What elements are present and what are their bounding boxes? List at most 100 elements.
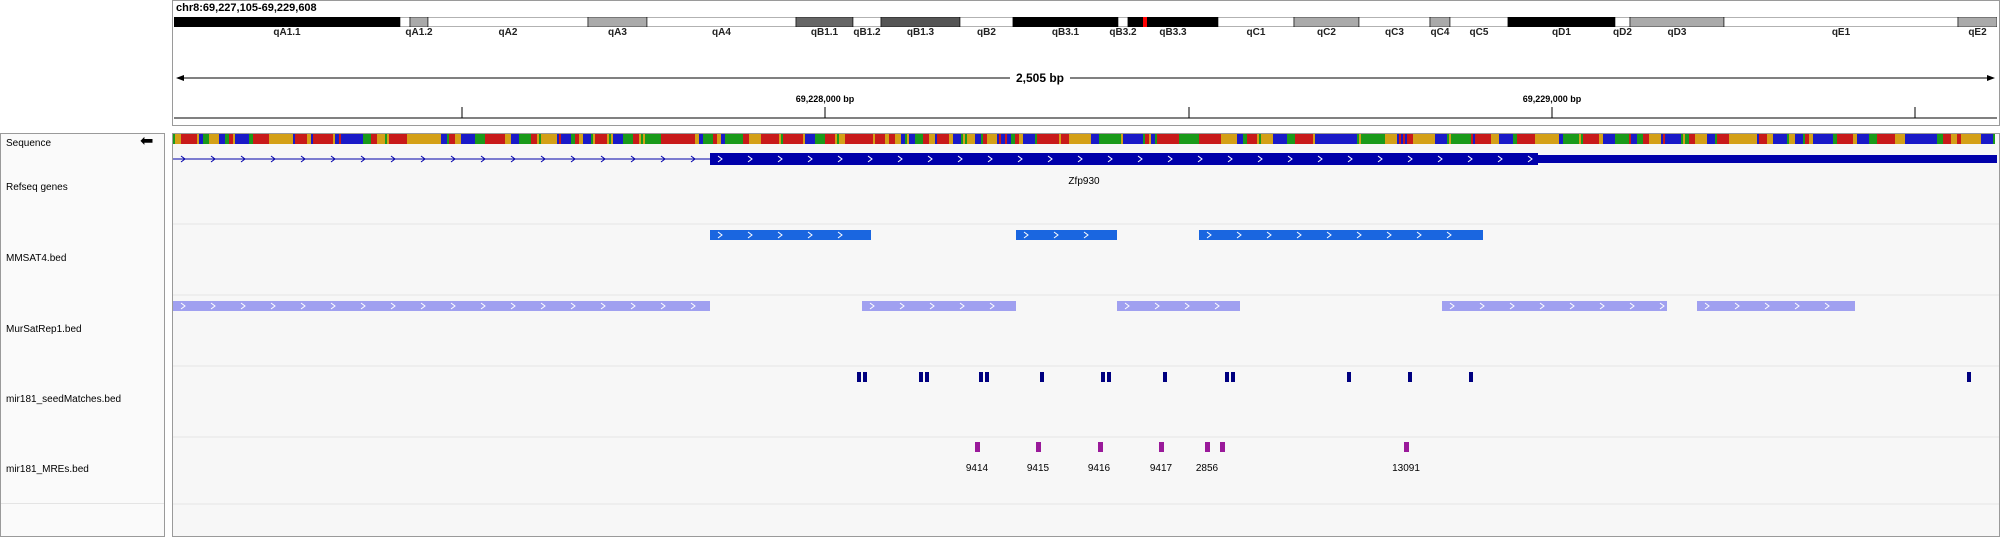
mmsat4-feature[interactable] [1016,230,1117,240]
cytoband[interactable] [1293,17,1360,27]
ruler[interactable] [174,66,1997,126]
cytoband[interactable] [427,17,589,27]
mres-track[interactable] [975,442,1409,452]
mursatrep1-feature[interactable] [1117,301,1240,311]
sequence-base [931,134,933,144]
seed-match-feature[interactable] [1347,372,1351,382]
mre-feature[interactable] [1404,442,1409,452]
sequence-base [1731,134,1733,144]
mre-feature[interactable] [975,442,980,452]
sequence-base [1621,134,1623,144]
mre-feature[interactable] [1159,442,1164,452]
track-name-refseq-genes[interactable]: Refseq genes [6,182,68,193]
seed-match-feature[interactable] [1469,372,1473,382]
seed-match-feature[interactable] [857,372,861,382]
sequence-base [231,134,233,144]
cytoband[interactable] [959,17,1014,27]
cytoband[interactable] [852,17,882,27]
cytoband[interactable] [1629,17,1725,27]
sequence-base [377,134,379,144]
cytoband[interactable] [399,17,411,27]
sequence-base [1607,134,1609,144]
track-name-mmsat4[interactable]: MMSAT4.bed [6,253,67,264]
strand-chevron [989,302,995,310]
sequence-base [285,134,287,144]
mursatrep1-track[interactable] [173,301,1855,311]
refseq-track[interactable] [173,153,1997,165]
seed-match-feature[interactable] [979,372,983,382]
seed-match-feature[interactable] [863,372,867,382]
sequence-base [303,134,305,144]
cytoband[interactable] [174,17,401,27]
cytoband[interactable] [1429,17,1451,27]
seed-matches-track[interactable] [857,372,1971,382]
seed-match-feature[interactable] [919,372,923,382]
mre-feature[interactable] [1036,442,1041,452]
sequence-strand-arrow-icon[interactable]: ⬅ [140,133,154,150]
cytoband[interactable] [1217,17,1295,27]
cytoband[interactable] [1449,17,1509,27]
sequence-base [849,134,851,144]
mmsat4-feature[interactable] [1199,230,1483,240]
mursatrep1-feature[interactable] [1697,301,1855,311]
sequence-base [1891,134,1893,144]
cytoband[interactable] [1012,17,1119,27]
seed-match-feature[interactable] [925,372,929,382]
mre-feature[interactable] [1220,442,1225,452]
track-name-sequence[interactable]: Sequence [6,138,52,149]
track-name-mir181-seed-matches[interactable]: mir181_seedMatches.bed [6,394,122,405]
mmsat4-track[interactable] [710,230,1483,240]
cytoband[interactable] [795,17,854,27]
sequence-base [1897,134,1899,144]
seed-match-feature[interactable] [1225,372,1229,382]
mmsat4-feature[interactable] [710,230,871,240]
sequence-base [1939,134,1941,144]
track-name-mir181-mres[interactable]: mir181_MREs.bed [6,464,89,475]
strand-chevron [1704,302,1710,310]
sequence-base [1503,134,1505,144]
seed-match-feature[interactable] [1163,372,1167,382]
sequence-base [1143,134,1145,144]
cytoband[interactable] [1127,17,1219,27]
cytoband[interactable] [880,17,961,27]
seed-match-feature[interactable] [1101,372,1105,382]
seed-match-feature[interactable] [1107,372,1111,382]
cytoband[interactable] [646,17,797,27]
strand-chevron [1386,231,1392,239]
seed-match-feature[interactable] [1408,372,1412,382]
tracks-canvas[interactable] [173,134,1999,536]
sequence-base [613,134,615,144]
sequence-base [1763,134,1765,144]
strand-chevron [570,302,576,310]
sequence-base [589,134,591,144]
sequence-base [505,134,507,144]
mre-feature[interactable] [1205,442,1210,452]
seed-match-feature[interactable] [1231,372,1235,382]
sequence-base [1451,134,1453,144]
cytoband[interactable] [587,17,648,27]
cytoband[interactable] [1957,17,1997,27]
cytoband[interactable] [1117,17,1129,27]
chromosome-ideogram[interactable] [174,17,1997,27]
sequence-base [1937,134,1939,144]
track-name-mursatrep1[interactable]: MurSatRep1.bed [6,324,82,335]
strand-chevron [270,302,276,310]
cytoband[interactable] [1358,17,1431,27]
gene-exon[interactable] [710,153,1538,165]
gene-utr[interactable] [1538,155,1997,163]
sequence-base [537,134,539,144]
sequence-base [1231,134,1233,144]
cytoband[interactable] [409,17,429,27]
cytoband[interactable] [1614,17,1631,27]
seed-match-feature[interactable] [1967,372,1971,382]
cytoband[interactable] [1723,17,1959,27]
cytoband[interactable] [1507,17,1616,27]
sequence-base [1665,134,1667,144]
mursatrep1-feature[interactable] [1442,301,1667,311]
seed-match-feature[interactable] [1040,372,1044,382]
sequence-base [1949,134,1951,144]
mursatrep1-feature[interactable] [862,301,1016,311]
mursatrep1-feature[interactable] [173,301,710,311]
seed-match-feature[interactable] [985,372,989,382]
mre-feature[interactable] [1098,442,1103,452]
